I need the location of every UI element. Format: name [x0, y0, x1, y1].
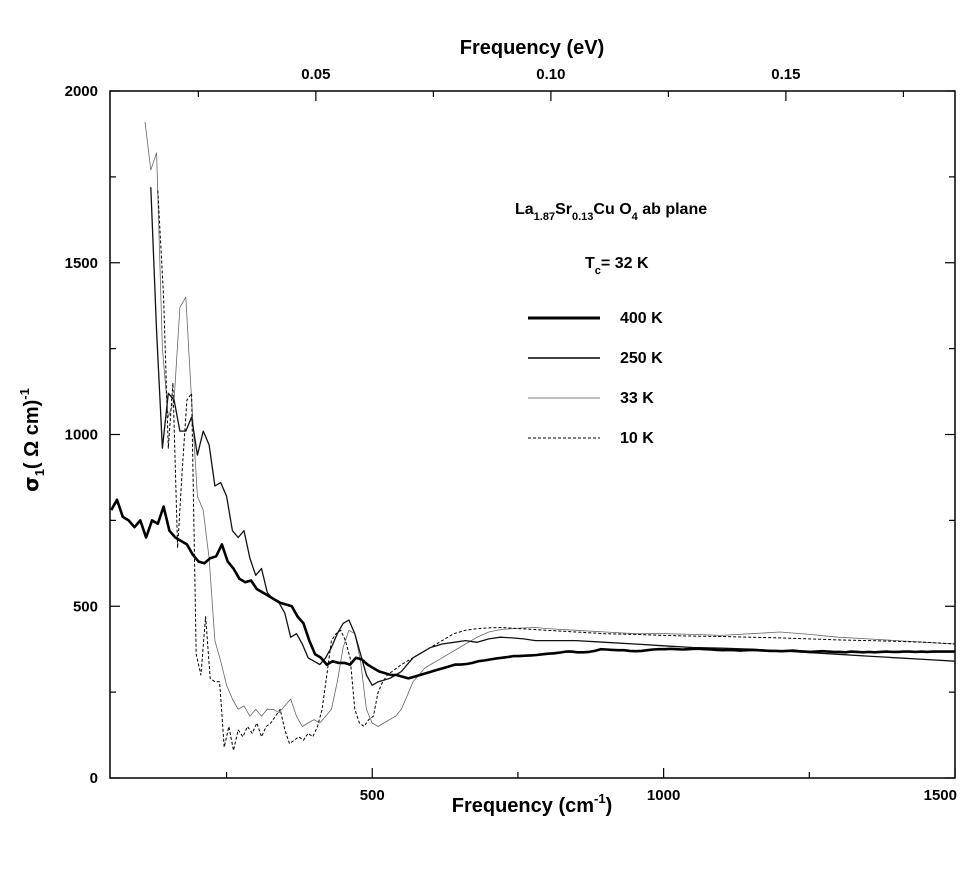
- x-tick-label: 500: [360, 787, 385, 804]
- y-tick-label: 500: [73, 598, 98, 615]
- compound-sr-sub: 0.13: [572, 211, 593, 223]
- x-axis-title-sup: -1: [594, 791, 606, 806]
- x-axis-title-main: Frequency (cm: [452, 795, 594, 817]
- legend-label-400k: 400 K: [620, 310, 663, 327]
- y-axis-title-sigma: σ: [19, 476, 43, 492]
- svg-text:σ1( Ω cm)-1: σ1( Ω cm)-1: [17, 388, 47, 492]
- series-line-33k: [144, 121, 956, 727]
- legend-label-33k: 33 K: [620, 390, 654, 407]
- tc-annotation: Tc= 32 K: [585, 255, 649, 277]
- top-tick-label: 0.05: [301, 66, 330, 83]
- x-axis-title: Frequency (cm-1): [452, 791, 613, 817]
- legend: 400 K 250 K 33 K 10 K: [528, 310, 663, 447]
- series-line-10k: [157, 190, 956, 751]
- compound-rest: ab plane: [638, 201, 707, 218]
- legend-label-250k: 250 K: [620, 350, 663, 367]
- top-tick-label: 0.15: [771, 66, 800, 83]
- y-axis-title-sub: 1: [32, 469, 47, 476]
- top-axis-title: Frequency (eV): [460, 37, 604, 59]
- plot-frame: [109, 90, 956, 779]
- legend-label-10k: 10 K: [620, 430, 654, 447]
- compound-sr: Sr: [555, 201, 572, 218]
- y-tick-label: 1000: [65, 427, 98, 444]
- tc-sub: c: [595, 265, 601, 277]
- x-tick-label: 1500: [924, 787, 957, 804]
- compound-la: La: [515, 201, 534, 218]
- compound-o-sub: 4: [632, 211, 639, 223]
- x-tick-label: 1000: [647, 787, 680, 804]
- compound-la-sub: 1.87: [534, 211, 555, 223]
- top-tick-label: 0.10: [536, 66, 565, 83]
- compound-annotation: La1.87Sr0.13Cu O4 ab plane: [515, 201, 707, 223]
- series-line-250k: [150, 187, 956, 686]
- series-line-400k: [110, 498, 955, 680]
- y-tick-label: 0: [90, 770, 98, 787]
- x-axis-title-end: ): [606, 795, 613, 817]
- y-axis-title-mid: ( Ω cm): [21, 400, 43, 469]
- y-tick-label: 2000: [65, 83, 98, 100]
- y-axis-title: σ1( Ω cm)-1: [17, 388, 47, 492]
- tc-rest: = 32 K: [601, 255, 649, 272]
- y-axis-title-sup: -1: [17, 388, 32, 400]
- y-tick-label: 1500: [65, 255, 98, 272]
- tc-t: T: [585, 255, 595, 272]
- compound-cuo: Cu O: [593, 201, 631, 218]
